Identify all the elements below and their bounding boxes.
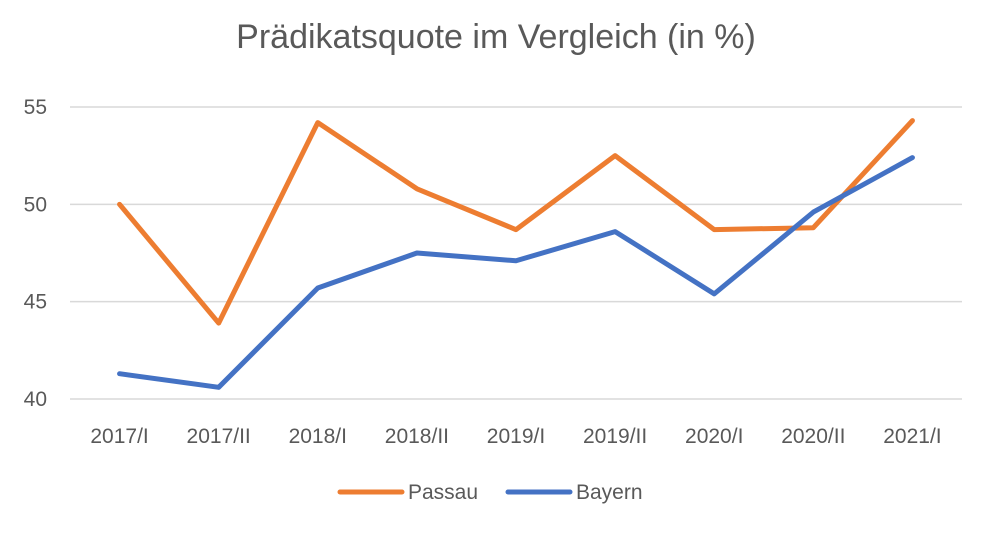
data-point-passau [515, 229, 517, 231]
data-point-passau [812, 227, 814, 229]
legend-label-passau: Passau [408, 481, 478, 504]
data-point-passau [416, 188, 418, 190]
data-point-passau [614, 155, 616, 157]
data-point-bayern [614, 231, 616, 233]
gridlines [70, 106, 962, 400]
x-tick-label: 2019/II [583, 425, 647, 448]
data-point-bayern [713, 293, 715, 295]
x-tick-label: 2017/I [90, 425, 148, 448]
x-tick-label: 2017/II [187, 425, 251, 448]
data-point-passau [911, 120, 913, 122]
data-point-bayern [119, 373, 121, 375]
data-point-passau [713, 229, 715, 231]
data-point-passau [218, 322, 220, 324]
x-tick-label: 2019/I [487, 425, 545, 448]
x-tick-label: 2021/I [883, 425, 941, 448]
x-tick-label: 2018/I [289, 425, 347, 448]
data-point-bayern [317, 287, 319, 289]
data-point-bayern [218, 386, 220, 388]
data-point-bayern [812, 211, 814, 213]
y-axis-ticks: 40 45 50 55 [24, 96, 47, 411]
legend: Passau Bayern [337, 481, 643, 504]
y-tick-label: 45 [24, 291, 47, 314]
y-tick-label: 50 [24, 193, 47, 216]
chart-title: Prädikatsquote im Vergleich (in %) [236, 18, 756, 56]
data-point-bayern [416, 252, 418, 254]
legend-label-bayern: Bayern [576, 481, 643, 504]
series-line-passau [117, 118, 915, 326]
data-point-bayern [515, 260, 517, 262]
data-point-bayern [911, 157, 913, 159]
y-tick-label: 40 [24, 388, 47, 411]
x-tick-label: 2020/II [781, 425, 845, 448]
x-tick-label: 2018/II [385, 425, 449, 448]
series-lines [117, 118, 915, 390]
y-tick-label: 55 [24, 96, 47, 119]
data-point-passau [317, 122, 319, 124]
x-tick-label: 2020/I [685, 425, 743, 448]
series-line-bayern [117, 155, 915, 390]
x-axis-ticks: 2017/I 2017/II 2018/I 2018/II 2019/I 2019/II 2… [90, 425, 941, 448]
data-point-passau [119, 203, 121, 205]
